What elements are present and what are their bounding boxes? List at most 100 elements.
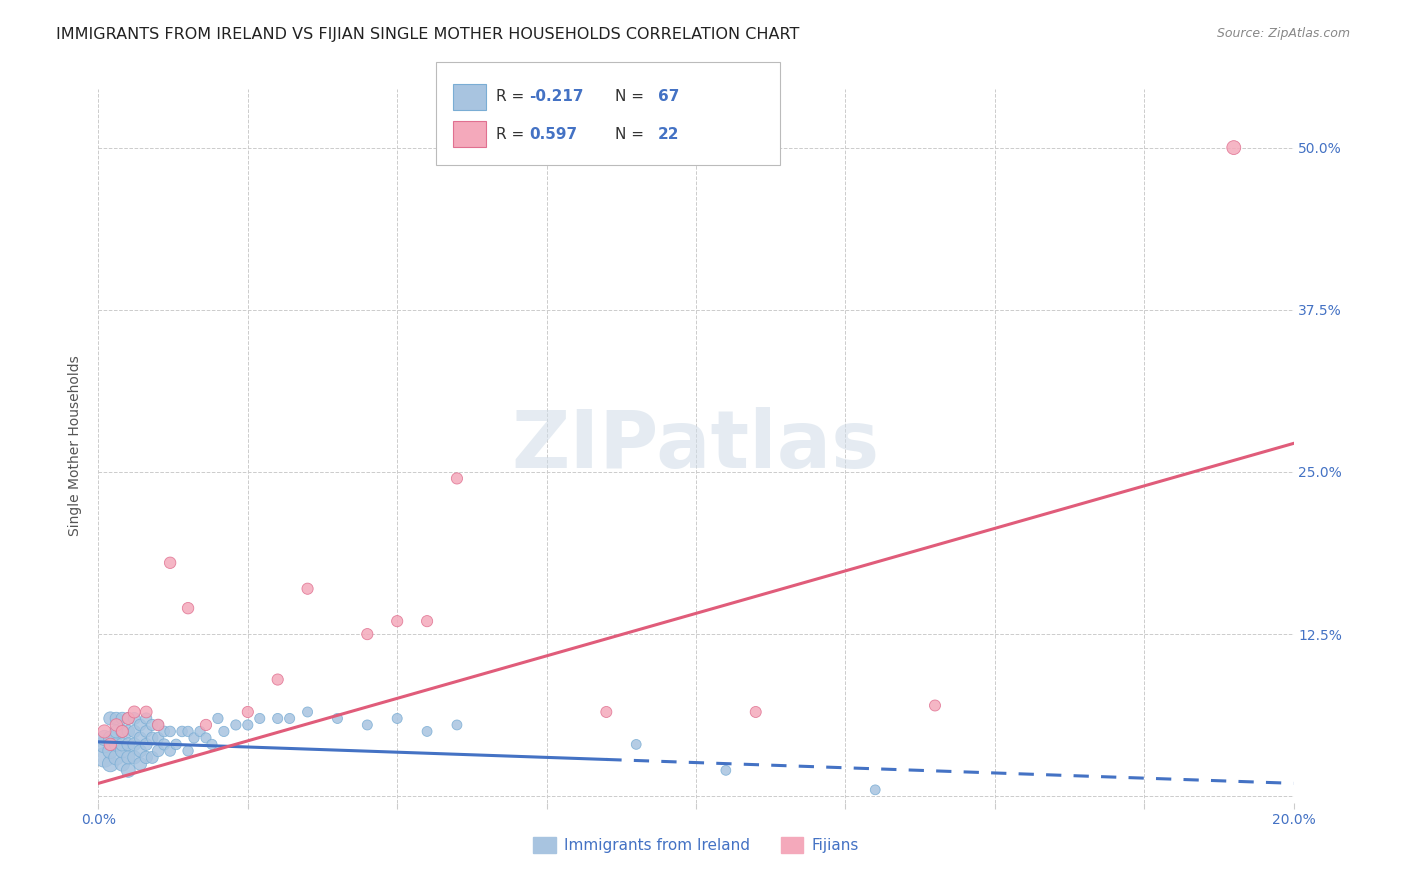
Point <box>117 750 139 764</box>
Point <box>129 731 152 745</box>
Point <box>129 756 152 771</box>
Point <box>105 711 128 725</box>
Point <box>135 738 157 752</box>
Point <box>111 724 134 739</box>
Point <box>148 718 170 732</box>
Y-axis label: Single Mother Households: Single Mother Households <box>69 356 83 536</box>
Point <box>135 705 157 719</box>
Point <box>267 673 290 687</box>
Point <box>188 724 211 739</box>
Point <box>117 711 139 725</box>
Text: 67: 67 <box>658 89 679 104</box>
Point <box>111 711 134 725</box>
Point <box>93 724 115 739</box>
Text: N =: N = <box>614 127 648 142</box>
Point <box>207 711 229 725</box>
Point <box>165 738 187 752</box>
Point <box>249 711 271 725</box>
Point <box>326 711 349 725</box>
Point <box>159 744 181 758</box>
Point <box>93 750 115 764</box>
Point <box>105 738 128 752</box>
Text: 22: 22 <box>658 127 679 142</box>
Point <box>105 750 128 764</box>
Point <box>111 744 134 758</box>
Point <box>356 627 378 641</box>
Point <box>117 738 139 752</box>
Point <box>98 738 122 752</box>
Point <box>195 718 218 732</box>
Point <box>117 724 139 739</box>
Point <box>201 738 224 752</box>
Point <box>159 724 181 739</box>
Point <box>148 744 170 758</box>
Text: R =: R = <box>496 127 529 142</box>
Point <box>195 731 218 745</box>
Point <box>135 724 157 739</box>
Text: IMMIGRANTS FROM IRELAND VS FIJIAN SINGLE MOTHER HOUSEHOLDS CORRELATION CHART: IMMIGRANTS FROM IRELAND VS FIJIAN SINGLE… <box>56 27 800 42</box>
Point <box>141 731 163 745</box>
Point <box>1223 140 1246 154</box>
Point <box>153 738 176 752</box>
Point <box>135 750 157 764</box>
Point <box>98 756 122 771</box>
Point <box>117 711 139 725</box>
Point <box>129 718 152 732</box>
Point <box>105 724 128 739</box>
Point <box>236 718 259 732</box>
Point <box>416 614 439 628</box>
Point <box>111 724 134 739</box>
Point <box>124 711 146 725</box>
Point <box>278 711 301 725</box>
Point <box>172 724 194 739</box>
Point <box>385 711 409 725</box>
Point <box>236 705 259 719</box>
Point <box>177 601 200 615</box>
Point <box>924 698 946 713</box>
Point <box>105 718 128 732</box>
Point <box>356 718 378 732</box>
Text: 0.597: 0.597 <box>529 127 576 142</box>
Point <box>117 764 139 778</box>
Text: N =: N = <box>614 89 648 104</box>
Point <box>141 750 163 764</box>
Point <box>98 744 122 758</box>
Point <box>595 705 617 719</box>
Point <box>98 731 122 745</box>
Point <box>177 744 200 758</box>
Point <box>124 724 146 739</box>
Point <box>297 705 319 719</box>
Point <box>93 738 115 752</box>
Point <box>745 705 768 719</box>
Point <box>626 738 648 752</box>
Point <box>135 711 157 725</box>
Legend: Immigrants from Ireland, Fijians: Immigrants from Ireland, Fijians <box>527 831 865 859</box>
Point <box>159 556 181 570</box>
Point <box>111 756 134 771</box>
Point <box>141 718 163 732</box>
Point <box>129 744 152 758</box>
Point <box>212 724 235 739</box>
Point <box>93 731 115 745</box>
Point <box>225 718 247 732</box>
Text: R =: R = <box>496 89 529 104</box>
Point <box>865 782 887 797</box>
Point <box>446 471 468 485</box>
Point <box>297 582 319 596</box>
Point <box>153 724 176 739</box>
Point <box>124 738 146 752</box>
Point <box>124 750 146 764</box>
Point <box>714 764 737 778</box>
Point <box>148 731 170 745</box>
Point <box>267 711 290 725</box>
Point <box>98 711 122 725</box>
Point <box>124 705 146 719</box>
Text: -0.217: -0.217 <box>529 89 583 104</box>
Point <box>177 724 200 739</box>
Point <box>148 718 170 732</box>
Point <box>416 724 439 739</box>
Point <box>446 718 468 732</box>
Text: ZIPatlas: ZIPatlas <box>512 407 880 485</box>
Point <box>111 738 134 752</box>
Point <box>183 731 205 745</box>
